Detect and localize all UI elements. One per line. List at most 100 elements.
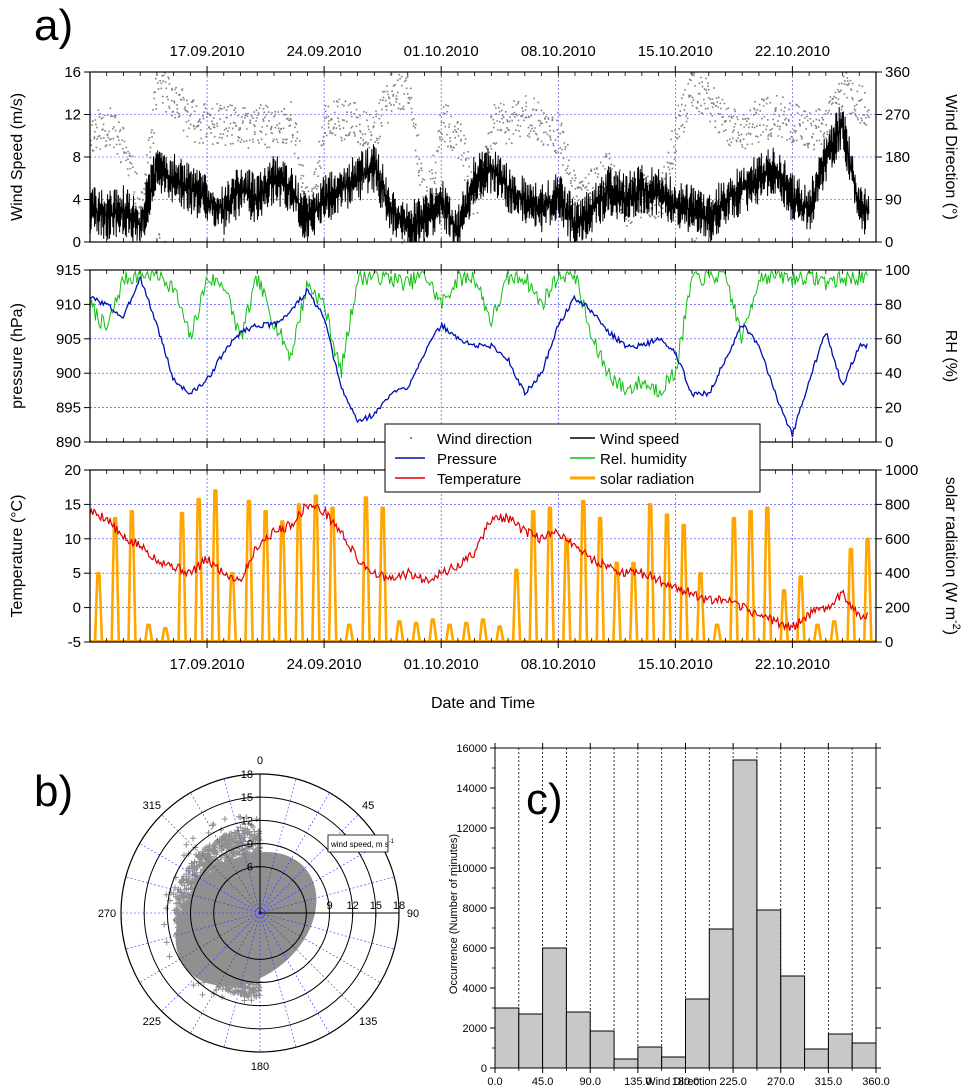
solar-day-peak <box>612 561 622 643</box>
rose-r-label-frame <box>327 834 389 853</box>
rose-angle-label-90: 90 <box>407 908 419 920</box>
temp-y-axis-label: Temperature (°C) <box>9 495 26 618</box>
temp-ytick-label-5: 20 <box>64 462 81 479</box>
solar-y2-label-end: ) <box>942 630 959 635</box>
hist-bar-1 <box>518 1013 544 1069</box>
wind-xtick-label-top-0: 17.09.2010 <box>170 43 245 60</box>
solar-day-peak <box>261 510 271 643</box>
wind-y2tick-label-4: 360 <box>885 64 910 81</box>
temp-ytick-label-3: 10 <box>64 531 81 548</box>
solar-day-peak <box>645 503 656 643</box>
wind-ytick-label-4: 16 <box>64 64 81 81</box>
hist-bar-8 <box>685 998 710 1069</box>
rose-angle-label-45: 45 <box>362 800 374 812</box>
hist-ytick-label-2: 4000 <box>463 983 487 995</box>
wind-ytick-label-1: 4 <box>73 192 81 209</box>
temp-plot-frame <box>89 469 877 643</box>
hist-ytick-label-0: 0 <box>481 1063 487 1075</box>
rose-angle-label-135: 135 <box>359 1016 377 1028</box>
solar-day-peak <box>461 621 472 643</box>
hist-bar-14 <box>827 1033 853 1069</box>
solar-day-peak <box>545 506 555 643</box>
rose-north-tick-label-6: 6 <box>247 862 253 874</box>
legend-label-wind-speed: Wind speed <box>600 431 679 448</box>
solar-day-peak <box>562 537 572 643</box>
wind-direction-series <box>90 72 870 244</box>
rose-cloud <box>161 813 317 1004</box>
pressure-ytick-label-4: 910 <box>56 296 81 313</box>
hist-bar-10 <box>732 759 758 1069</box>
temp-ytick-label-4: 15 <box>64 496 81 513</box>
panel-pressure-rh: 890 895 900 905 910 915 0 20 40 60 80 100 pressure … <box>9 262 959 451</box>
solar-day-peak <box>745 510 756 643</box>
solar-day-peak <box>495 625 505 643</box>
hist-bar-9 <box>708 928 734 1069</box>
wind-speed-series <box>89 106 870 243</box>
solar-day-peak <box>110 516 121 643</box>
solar-day-peak <box>796 575 806 643</box>
pressure-y2tick-label-3: 60 <box>885 331 902 348</box>
panel-label-b: b) <box>34 767 74 816</box>
pressure-ytick-label-5: 915 <box>56 262 81 279</box>
wind-xtick-label-top-3: 08.10.2010 <box>521 43 596 60</box>
legend-label-temperature: Temperature <box>437 471 521 488</box>
solar-day-peak <box>578 499 589 643</box>
solar-day-peak <box>695 571 706 643</box>
panel-wind: 0 4 8 12 16 0 90 180 270 360 17.09.2010 24.09.2010 0… <box>9 43 959 251</box>
wind-speed-line <box>89 106 870 243</box>
temp-xtick-label-bottom-0: 17.09.2010 <box>170 656 245 673</box>
solar-day-peak <box>411 621 422 643</box>
hist-bar-0 <box>494 1007 520 1069</box>
solar-series <box>90 489 876 643</box>
hist-bar-13 <box>804 1048 829 1069</box>
rose-grid <box>120 773 400 1053</box>
wind-xtick-label-top-5: 22.10.2010 <box>755 43 830 60</box>
solar-day-peak <box>528 510 539 643</box>
wind-y2tick-label-2: 180 <box>885 149 910 166</box>
temp-xtick-label-bottom-3: 08.10.2010 <box>521 656 596 673</box>
solar-day-peak <box>829 620 840 643</box>
rose-east-tick-label-9: 9 <box>326 900 332 912</box>
wind-ytick-label-2: 8 <box>73 149 81 166</box>
hist-bar-2 <box>542 947 567 1069</box>
solar-day-peak <box>729 516 739 643</box>
temperature-line <box>89 502 868 632</box>
rose-north-tick-label-15: 15 <box>241 792 253 804</box>
hist-xtick-label-7: 315.0 <box>815 1076 843 1088</box>
temp-xtick-label-bottom-4: 15.10.2010 <box>638 656 713 673</box>
hist-xtick-label-3: 135.0 <box>624 1076 652 1088</box>
solar-day-peak <box>595 516 605 643</box>
pressure-ytick-label-1: 895 <box>56 400 81 417</box>
pressure-ytick-label-3: 905 <box>56 331 81 348</box>
rose-north-tick-label-9: 9 <box>247 839 253 851</box>
solar-day-peak <box>143 623 154 643</box>
wind-grid <box>90 72 876 242</box>
hist-ytick-label-5: 10000 <box>456 863 487 875</box>
pressure-grid <box>90 270 876 442</box>
hist-xtick-label-4: 180.0 <box>672 1076 700 1088</box>
pressure-plot-frame <box>89 269 877 443</box>
temp-xtick-label-bottom-2: 01.10.2010 <box>404 656 479 673</box>
hist-bars <box>494 759 877 1069</box>
hist-xtick-label-8: 360.0 <box>862 1076 890 1088</box>
wind-xtick-label-top-2: 01.10.2010 <box>404 43 479 60</box>
solar-day-peak <box>478 618 488 643</box>
pressure-y2tick-label-4: 80 <box>885 296 902 313</box>
wind-y2tick-label-1: 90 <box>885 192 902 209</box>
wind-y2tick-label-3: 270 <box>885 107 910 124</box>
legend-label-wind-direction: Wind direction <box>437 431 532 448</box>
hist-bar-11 <box>756 909 782 1069</box>
temp-y2tick-label-4: 800 <box>885 496 910 513</box>
hist-bar-3 <box>565 1011 591 1069</box>
pressure-ytick-label-0: 890 <box>56 434 81 451</box>
solar-day-peak <box>779 589 789 643</box>
solar-day-peak <box>227 571 238 643</box>
pressure-y2tick-label-2: 40 <box>885 365 902 382</box>
rose-north-tick-label-18: 18 <box>241 769 253 781</box>
hist-y-axis-label: Occurrence (Number of minutes) <box>448 834 460 994</box>
hist-ytick-label-8: 16000 <box>456 743 487 755</box>
solar-day-peak <box>712 623 723 643</box>
solar-y2-axis-label: solar radiation (W m-2) <box>942 477 962 635</box>
